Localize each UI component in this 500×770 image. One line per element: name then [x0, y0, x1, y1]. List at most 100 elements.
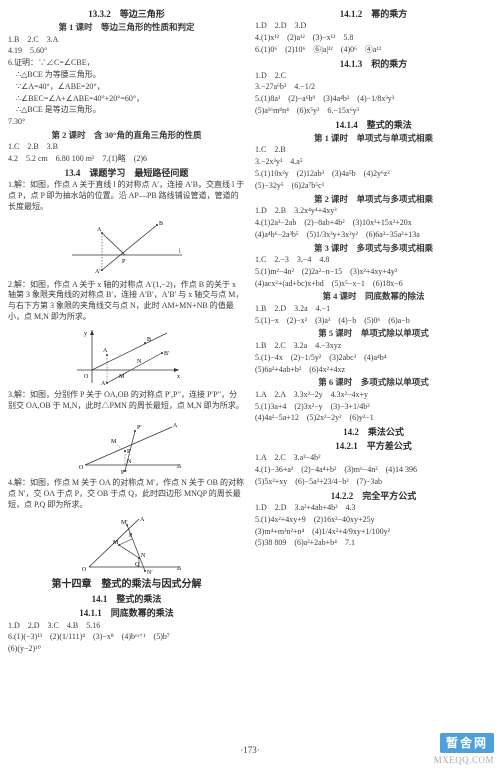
- answers: (5)a¹⁶m⁸n⁴ (6)x⁵y² 6.−15x⁶y³: [255, 106, 492, 117]
- svg-text:l: l: [179, 249, 181, 255]
- page-number: ·173·: [240, 744, 260, 756]
- svg-text:A: A: [97, 227, 102, 233]
- answers: (5)6a²+4ab+b² (6)4x²+4xz: [255, 365, 492, 376]
- svg-text:B: B: [147, 337, 151, 343]
- svg-text:A: A: [103, 348, 108, 354]
- lesson-14-1-4-5: 第 5 课时 单项式除以单项式: [255, 328, 492, 339]
- solution-1: 1.解：如图，作点 A 关于直线 l 的对称点 A′，连接 A′B，交直线 l …: [8, 180, 245, 212]
- answers: 1.D 2.D 3.C 4.B 5.16: [8, 621, 245, 632]
- lesson-13-3-2-2: 第 2 课时 含 30°角的直角三角形的性质: [8, 130, 245, 141]
- answers: 1.D 2.D 3.D: [255, 21, 492, 32]
- svg-text:A′: A′: [101, 381, 107, 387]
- solution-2: 2.解：如图，作点 A 关于 x 轴的对称点 A′(1,−2)，作点 B 的关于…: [8, 280, 245, 323]
- answers: (5)5x²+xy (6)−5a²+23/4−b² (7)−3ab: [255, 477, 492, 488]
- proof-line: ∵∠A=40°，∠ABE=20°，: [8, 82, 245, 93]
- proof-line: ∴△BCE 是等边三角形。: [8, 105, 245, 116]
- svg-text:A: A: [140, 517, 145, 523]
- figure-3-angle: A B O P P′ P″ M N: [67, 413, 187, 475]
- svg-text:B: B: [159, 221, 163, 227]
- answers: 1.D 2.C: [255, 71, 492, 82]
- answers: (5)38 809 (6)a²+2ab+b⁴ 7.1: [255, 538, 492, 549]
- answers: (4)a⁴b⁶−2a³b⁵ (5)1/3x³y+3x²y² (6)6a³−35a…: [255, 230, 492, 241]
- svg-text:P: P: [122, 259, 126, 265]
- proof-line: ∴∠BEC=∠A+∠ABE=40°+20°=60°，: [8, 94, 245, 105]
- answers: 1.A 2.A 3.3x²−2y 4.3x²−4x+y: [255, 390, 492, 401]
- figure-1-reflection: l A B A′ P: [67, 215, 187, 277]
- answers: 1.C 2.−3 3.−4 4.8: [255, 255, 492, 266]
- answers: 6.(1)0⁶ (2)10⁶ ⑥|a|¹² (4)0⁶ ④a¹²: [255, 45, 492, 56]
- answers: 4.(1)2a³−2ab (2)−8ab+4b² (3)10x³+15x²+20…: [255, 218, 492, 229]
- answers: 5.(1)8a³ (2)−a⁶b⁹ (3)4a⁴b² (4)−1/8x³y³: [255, 94, 492, 105]
- answers: 7.30°: [8, 117, 245, 128]
- svg-text:O: O: [84, 374, 89, 380]
- answers: (4)4a²−5a+12 (5)2x²−2y² (6)y²−1: [255, 413, 492, 424]
- svg-text:A′: A′: [95, 269, 101, 275]
- answers: 5.(1)4x²+4xy+9 (2)16x²−40xy+25y: [255, 515, 492, 526]
- svg-text:B′: B′: [164, 351, 170, 357]
- svg-text:B: B: [177, 464, 181, 470]
- answers: (3)m⁴+m²n²+n⁴ (4)1/4x²+4/9xy+1/100y²: [255, 527, 492, 538]
- heading-14-1-3: 14.1.3 积的乘方: [255, 58, 492, 70]
- answers: (5)−32y⁵ (6)2a⁷b⁵c³: [255, 181, 492, 192]
- watermark: 暂舍网 MXEQQ.COM: [434, 733, 494, 766]
- svg-text:O: O: [82, 567, 87, 573]
- svg-text:N: N: [141, 553, 146, 559]
- right-column: 14.1.2 幂的乘方 1.D 2.D 3.D 4.(1)x¹² (2)a¹² …: [255, 6, 492, 656]
- answers: 1.C 2.B 3.B: [8, 142, 245, 153]
- svg-text:A: A: [173, 423, 178, 429]
- heading-14-1-1: 14.1.1 同底数幂的乘法: [8, 607, 245, 619]
- watermark-name: 暂舍网: [440, 733, 494, 753]
- heading-14-1: 14.1 整式的乘法: [8, 593, 245, 605]
- answers: 1.C 2.B: [255, 145, 492, 156]
- answers: 4.19 5.60°: [8, 46, 245, 57]
- answers: (6)(y−2)¹⁰: [8, 644, 245, 655]
- answers: 4.(1)x¹² (2)a¹² (3)−x¹² 5.8: [255, 33, 492, 44]
- answers: 3.−27a⁶b³ 4.−1/2: [255, 82, 492, 93]
- svg-text:M: M: [119, 374, 125, 380]
- svg-text:N′: N′: [147, 570, 153, 575]
- heading-14-2-1: 14.2.1 平方差公式: [255, 440, 492, 452]
- answers: 5.(1)10x²y (2)12ab³ (3)4a⁵b (4)2y⁶z²: [255, 169, 492, 180]
- heading-13-4: 13.4 课题学习 最短路径问题: [8, 167, 245, 179]
- svg-text:B: B: [177, 566, 181, 572]
- svg-text:M: M: [111, 439, 117, 445]
- answers: 4.2 5.2 cm 6.80 100 m² 7.(1)略 (2)6: [8, 154, 245, 165]
- lesson-14-1-4-3: 第 3 课时 多项式与多项式相乘: [255, 243, 492, 254]
- answers: 1.B 2.D 3.2a 4.−1: [255, 304, 492, 315]
- left-column: 13.3.2 等边三角形 第 1 课时 等边三角形的性质和判定 1.B 2.C …: [8, 6, 245, 656]
- solution-4: 4.解：如图，作点 M 关于 OA 的对称点 M′，作点 N 关于 OB 的对称…: [8, 478, 245, 510]
- lesson-14-1-4-2: 第 2 课时 单项式与多项式相乘: [255, 194, 492, 205]
- svg-text:O: O: [79, 465, 84, 471]
- watermark-url: MXEQQ.COM: [434, 754, 494, 766]
- answers: (4)acx²+(ad+bc)x+bd (5)x⁵−x−1 (6)18x−6: [255, 279, 492, 290]
- answers: 1.A 2.C 3.a²−4b²: [255, 453, 492, 464]
- svg-text:P″: P″: [121, 470, 127, 475]
- answers: 5.(1)−4x (2)−1/5y² (3)2abc³ (4)a⁴b⁴: [255, 353, 492, 364]
- svg-text:M: M: [113, 540, 119, 546]
- proof-line: ∴△BCE 为等腰三角形。: [8, 70, 245, 81]
- lesson-14-1-4-1: 第 1 课时 单项式与单项式相乘: [255, 133, 492, 144]
- svg-text:N: N: [137, 359, 142, 365]
- answers: 1.B 2.C 3.A: [8, 35, 245, 46]
- answers: 5.(1)3a+4 (2)3x²−y (3)−3+1/4b²: [255, 402, 492, 413]
- answers: 1.D 2.B 3.2x⁴y⁴+4xy³: [255, 206, 492, 217]
- heading-14-2: 14.2 乘法公式: [255, 426, 492, 438]
- answers: 1.B 2.C 3.2a 4.−3xyz: [255, 341, 492, 352]
- heading-14-1-2: 14.1.2 幂的乘方: [255, 8, 492, 20]
- svg-text:x: x: [177, 374, 180, 380]
- solution-3: 3.解：如图，分别作 P 关于 OA,OB 的对称点 P′,P′′，连接 P′P…: [8, 390, 245, 412]
- answers: 5.(1)m²−4n² (2)2a²−n−15 (3)x²+4xy+4y²: [255, 267, 492, 278]
- svg-text:Q: Q: [135, 562, 140, 568]
- answers: 6.(1)(−3)¹³ (2)(1/111)⁴ (3)−x⁸ (4)bᵐ⁺¹ (…: [8, 632, 245, 643]
- svg-text:y: y: [84, 331, 87, 337]
- svg-text:P′: P′: [137, 425, 142, 431]
- heading-14-2-2: 14.2.2 完全平方公式: [255, 490, 492, 502]
- proof-line: 6.证明：∵∠C=∠CBE，: [8, 58, 245, 69]
- svg-text:N: N: [127, 459, 132, 465]
- figure-4-quad: A B O M N M′ N′ P Q: [67, 513, 187, 575]
- lesson-13-3-2-1: 第 1 课时 等边三角形的性质和判定: [8, 22, 245, 33]
- answers: 4.(1)−36+a² (2)−4a⁴+b² (3)m⁶−4n² (4)14 3…: [255, 465, 492, 476]
- heading-14-1-4: 14.1.4 整式的乘法: [255, 119, 492, 131]
- answers: 3.−2x³y³ 4.a⁵: [255, 157, 492, 168]
- answers: 5.(1)−x (2)−x² (3)a³ (4)−b (5)0⁶ (6)a−b: [255, 316, 492, 327]
